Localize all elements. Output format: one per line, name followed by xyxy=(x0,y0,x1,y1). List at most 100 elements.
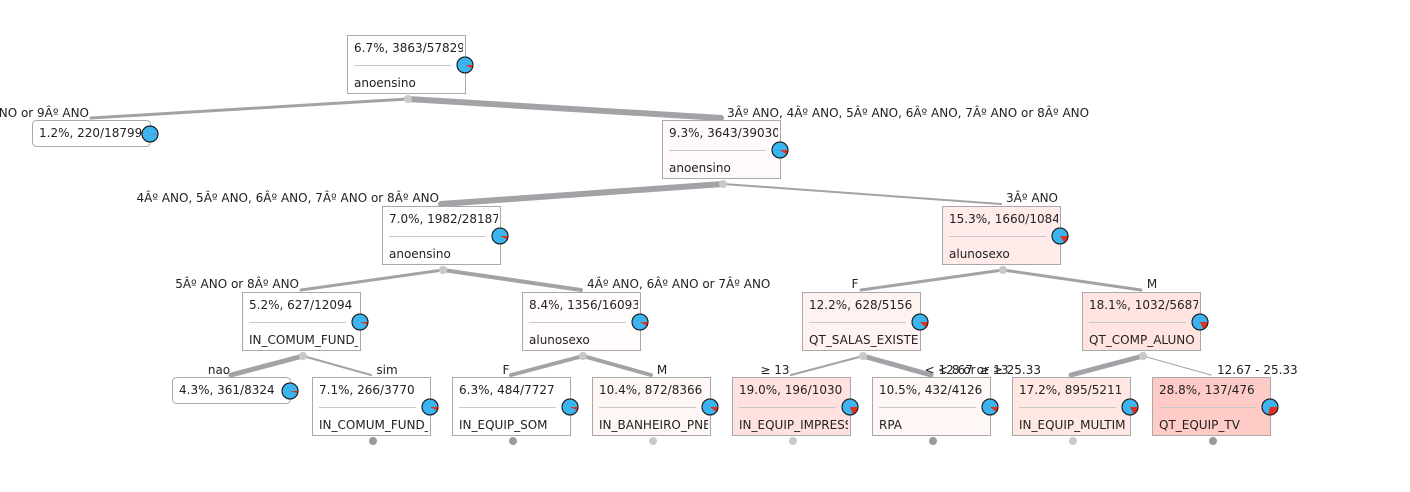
node-box xyxy=(592,377,711,436)
tree-node-n_b2l[interactable]: 17.2%, 895/5211 IN_EQUIP_MULTIM xyxy=(1012,377,1139,446)
node-stat: 1.2%, 220/18799 xyxy=(39,126,142,140)
edge-n_b1 xyxy=(859,268,1005,292)
edge-label-n_a2l: F xyxy=(503,363,510,377)
expand-dot[interactable] xyxy=(929,437,937,445)
edge-n_a1 xyxy=(299,268,445,292)
expand-dot[interactable] xyxy=(649,437,657,445)
node-stat: 17.2%, 895/5211 xyxy=(1019,383,1122,397)
node-split-variable: QT_COMP_ALUNO xyxy=(1089,333,1195,347)
tree-node-n_b1r[interactable]: 10.5%, 432/4126 RPA xyxy=(872,377,999,446)
edge-label-n_b1l: ≥ 13 xyxy=(760,363,789,377)
edge-label-n_l1: NO or 9Âº ANO xyxy=(0,105,89,120)
node-stat: 12.2%, 628/5156 xyxy=(809,298,912,312)
node-split-variable: IN_EQUIP_IMPRESS xyxy=(739,418,852,432)
node-stat: 15.3%, 1660/10843 xyxy=(949,212,1068,226)
pie-icon xyxy=(1051,227,1069,245)
nodes-layer: 6.7%, 3863/57829 anoensino 1.2%, 220/18799… xyxy=(32,35,1279,446)
edge-n_l1 xyxy=(89,97,410,120)
tree-node-n_b1[interactable]: 12.2%, 628/5156 QT_SALAS_EXISTEN xyxy=(802,292,929,351)
pie-icon xyxy=(911,313,929,331)
node-split-variable: IN_COMUM_FUND_ xyxy=(319,418,432,432)
node-stat: 10.5%, 432/4126 xyxy=(879,383,982,397)
edge-label-n_a: 4Âº ANO, 5Âº ANO, 6Âº ANO, 7Âº ANO or 8Â… xyxy=(136,190,439,205)
node-stat: 19.0%, 196/1030 xyxy=(739,383,842,397)
tree-node-n_a1[interactable]: 5.2%, 627/12094 IN_COMUM_FUND_ xyxy=(242,292,369,351)
expand-dot[interactable] xyxy=(369,437,377,445)
node-split-variable: alunosexo xyxy=(949,247,1010,261)
tree-node-n_a[interactable]: 7.0%, 1982/28187 anoensino xyxy=(382,206,509,265)
tree-node-n_r1[interactable]: 9.3%, 3643/39030 anoensino xyxy=(662,120,789,179)
pie-icon xyxy=(351,313,369,331)
tree-node-n_l1[interactable]: 1.2%, 220/18799 xyxy=(32,120,159,147)
edges-layer xyxy=(89,95,1212,378)
node-split-variable: IN_EQUIP_SOM xyxy=(459,418,548,432)
tree-node-n_a1l[interactable]: 4.3%, 361/8324 xyxy=(172,377,299,404)
node-box xyxy=(312,377,431,436)
node-box xyxy=(872,377,991,436)
node-box xyxy=(732,377,851,436)
node-box xyxy=(942,206,1061,265)
edge-label-n_b1: F xyxy=(852,277,859,291)
edge-label-n_b1r: < 8 or ≥ 13 xyxy=(938,363,1009,377)
node-stat: 6.7%, 3863/57829 xyxy=(354,41,465,55)
tree-node-n_b2r[interactable]: 28.8%, 137/476 QT_EQUIP_TV xyxy=(1152,377,1279,446)
pie-icon xyxy=(491,227,509,245)
node-stat: 7.0%, 1982/28187 xyxy=(389,212,500,226)
edge-label-n_b2r: 12.67 - 25.33 xyxy=(1217,363,1298,377)
node-split-variable: IN_EQUIP_MULTIM xyxy=(1019,418,1126,432)
pie-icon xyxy=(421,398,439,416)
edge-label-n_r1: 3Âº ANO, 4Âº ANO, 5Âº ANO, 6Âº ANO, 7Âº … xyxy=(727,105,1089,120)
node-stat: 28.8%, 137/476 xyxy=(1159,383,1255,397)
node-box xyxy=(382,206,501,265)
tree-node-n_a2[interactable]: 8.4%, 1356/16093 alunosexo xyxy=(522,292,649,351)
node-box xyxy=(662,120,781,179)
expand-dot[interactable] xyxy=(789,437,797,445)
node-stat: 5.2%, 627/12094 xyxy=(249,298,352,312)
split-dot xyxy=(579,352,587,360)
expand-dot[interactable] xyxy=(1069,437,1077,445)
tree-node-n_a1r[interactable]: 7.1%, 266/3770 IN_COMUM_FUND_ xyxy=(312,377,439,446)
edge-n_a xyxy=(438,181,726,207)
tree-node-n_b1l[interactable]: 19.0%, 196/1030 IN_EQUIP_IMPRESS xyxy=(732,377,859,446)
node-split-variable: QT_SALAS_EXISTEN xyxy=(809,333,927,347)
tree-node-n_a2r[interactable]: 10.4%, 872/8366 IN_BANHEIRO_PNE xyxy=(592,377,719,446)
node-stat: 9.3%, 3643/39030 xyxy=(669,126,780,140)
node-box xyxy=(1012,377,1131,436)
edge-n_a2l xyxy=(509,354,585,377)
tree-node-n_a2l[interactable]: 6.3%, 484/7727 IN_EQUIP_SOM xyxy=(452,377,579,446)
node-stat: 8.4%, 1356/16093 xyxy=(529,298,640,312)
edge-n_b2 xyxy=(1001,268,1143,292)
pie-icon xyxy=(1121,398,1139,416)
pie-icon xyxy=(561,398,579,416)
pie-icon xyxy=(771,141,789,159)
expand-dot[interactable] xyxy=(1209,437,1217,445)
node-stat: 6.3%, 484/7727 xyxy=(459,383,555,397)
node-split-variable: anoensino xyxy=(354,76,416,90)
pie-icon xyxy=(631,313,649,331)
node-stat: 18.1%, 1032/5687 xyxy=(1089,298,1200,312)
edge-n_b1l xyxy=(790,355,864,376)
pie-icon xyxy=(281,382,299,400)
split-dot xyxy=(439,266,447,274)
split-dot xyxy=(859,352,867,360)
expand-dot[interactable] xyxy=(509,437,517,445)
node-split-variable: IN_COMUM_FUND_ xyxy=(249,333,362,347)
node-split-variable: anoensino xyxy=(669,161,731,175)
tree-node-n_b2[interactable]: 18.1%, 1032/5687 QT_COMP_ALUNO xyxy=(1082,292,1209,351)
tree-node-n_b[interactable]: 15.3%, 1660/10843 alunosexo xyxy=(942,206,1069,265)
split-dot xyxy=(719,180,727,188)
node-box xyxy=(1082,292,1201,351)
edge-label-n_b2: M xyxy=(1147,277,1157,291)
tree-node-root[interactable]: 6.7%, 3863/57829 anoensino xyxy=(347,35,474,94)
edge-n_a2 xyxy=(441,268,583,292)
edge-n_b1r xyxy=(860,353,934,378)
edge-n_b2l xyxy=(1068,353,1146,378)
split-dot xyxy=(999,266,1007,274)
split-dot xyxy=(299,352,307,360)
node-split-variable: QT_EQUIP_TV xyxy=(1159,418,1241,432)
edge-n_a1l xyxy=(228,353,306,378)
pie-icon xyxy=(841,398,859,416)
edge-n_b2r xyxy=(1142,355,1212,376)
edge-label-n_a1: 5Âº ANO or 8Âº ANO xyxy=(175,276,299,291)
